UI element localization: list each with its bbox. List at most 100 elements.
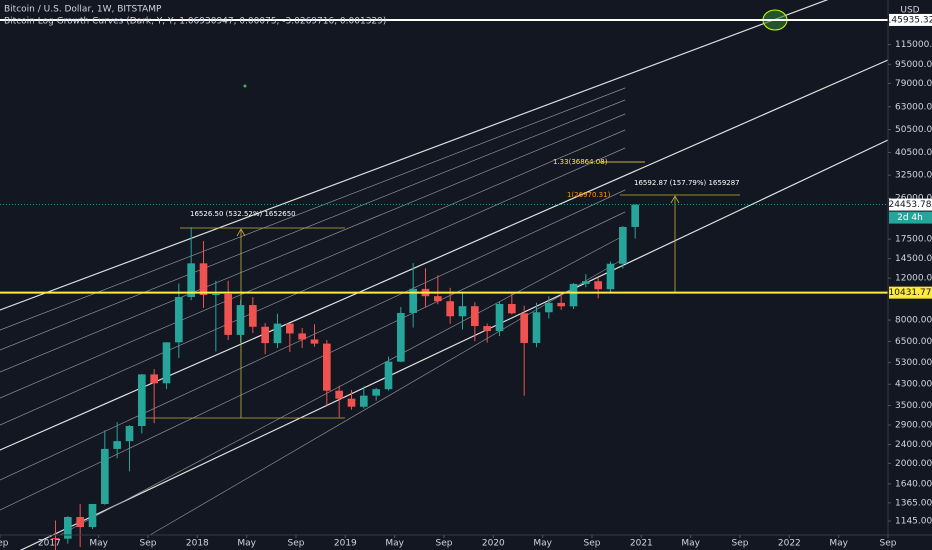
annotation: 16526.50 (532.52%) 1652650 [190,210,296,218]
x-tick-label: May [89,539,108,549]
candle-body [212,293,220,295]
marker-dot [243,84,247,88]
y-tick-label: 115000.00 [895,40,932,50]
candle-body [249,305,257,327]
x-tick-label: Sep [584,539,601,549]
x-tick-label: Sep [0,539,9,549]
candle-body [557,302,565,307]
x-tick-label: 2019 [334,539,357,549]
candle-body [347,398,356,407]
candle-body [101,448,109,504]
y-tick-label: 63000.00 [895,102,932,112]
curve [0,87,626,331]
x-tick-label: 2020 [482,539,505,549]
price-label: 10431.77 [889,288,932,298]
curve [59,234,626,536]
candle-body [397,312,405,362]
price-label: 24453.78 [889,200,932,210]
y-tick-label: 2900.00 [895,420,932,430]
candle-body [372,389,380,396]
y-tick-label: 14500.00 [895,254,932,264]
curve [0,99,626,351]
y-tick-label: 40500.00 [895,148,932,158]
axis-labels: Sep 2017 May Sep 2018 May Sep 2019 May Sep 2020 May… [0,13,932,549]
candle-body [64,517,72,539]
x-tick-label: May [829,539,848,549]
candle-body [261,326,269,344]
candle-body [360,395,368,407]
indicator-label: Bitcoin Log Growth Curves (Dark, Y, Y, 1… [4,17,386,27]
candle-body [273,323,282,344]
candle-body [51,538,60,540]
annotation: 1.33(36864.08) [553,158,608,166]
y-tick-label: 32500.00 [895,171,932,181]
candle-body [520,313,528,343]
candle-body [569,283,578,307]
candle-body [409,288,417,313]
candle-body [224,293,232,335]
x-tick-label: May [385,539,404,549]
candle-body [150,374,158,384]
candle-body [335,390,343,399]
candle-body [125,426,134,442]
candle-body [323,343,331,391]
x-tick-label: 2018 [186,539,209,549]
price-label-box [889,13,932,26]
candle-body [471,306,479,327]
candles [51,204,639,550]
x-tick-label: Sep [732,539,749,549]
price-label-box [889,198,932,211]
growth-curves [0,0,889,550]
candle-body [286,323,294,334]
candle-body [298,333,306,340]
candle-body [631,204,639,227]
annotations: 16526.50 (532.52%) 1652650 16592.87 (157.… [190,158,740,218]
chart-title: Bitcoin / U.S. Dollar, 1W, BITSTAMP [4,5,162,15]
y-tick-label: 50500.00 [895,125,932,135]
y-tick-label: 6500.00 [895,337,932,347]
y-tick-label: 8000.00 [895,316,932,326]
x-tick-label: May [237,539,256,549]
y-tick-label: 3500.00 [895,401,932,411]
x-tick-label: May [681,539,700,549]
curve [0,189,626,481]
measurements [145,161,740,419]
candle-body [545,302,553,313]
candle-body [606,263,615,290]
x-tick-label: Sep [140,539,157,549]
candle-body [236,305,245,335]
candle-body [113,441,121,449]
x-tick-label: Sep [288,539,305,549]
candle-body [434,296,442,302]
curve [0,59,889,451]
candle-body [446,301,454,317]
candle-body [495,303,504,332]
x-tick-label: 2022 [778,539,801,549]
y-tick-label: 1365.00 [895,498,932,508]
candle-body [162,342,171,384]
candle-body [187,263,195,298]
countdown-box [889,211,932,224]
candle-body [76,517,84,528]
arrow-head [670,195,680,204]
y-tick-label: 17500.00 [895,235,932,245]
y-tick-label: 2000.00 [895,459,932,469]
candle-body [532,312,541,343]
candle-body [483,326,491,332]
countdown-label: 2d 4h [897,213,923,223]
curve [0,113,626,373]
candle-body [138,374,146,427]
x-tick-label: Sep [436,539,453,549]
annotation: 16592.87 (157.79%) 1659287 [634,179,740,187]
y-tick-label: 95000.00 [895,60,932,70]
price-label: 145935.32 [886,15,932,25]
price-lines [0,18,888,294]
candle-body [458,306,467,317]
candle-body [175,297,183,343]
curve [0,147,626,426]
x-tick-label: 2021 [630,539,653,549]
curve [0,129,626,399]
x-tick-label: Sep [880,539,897,549]
